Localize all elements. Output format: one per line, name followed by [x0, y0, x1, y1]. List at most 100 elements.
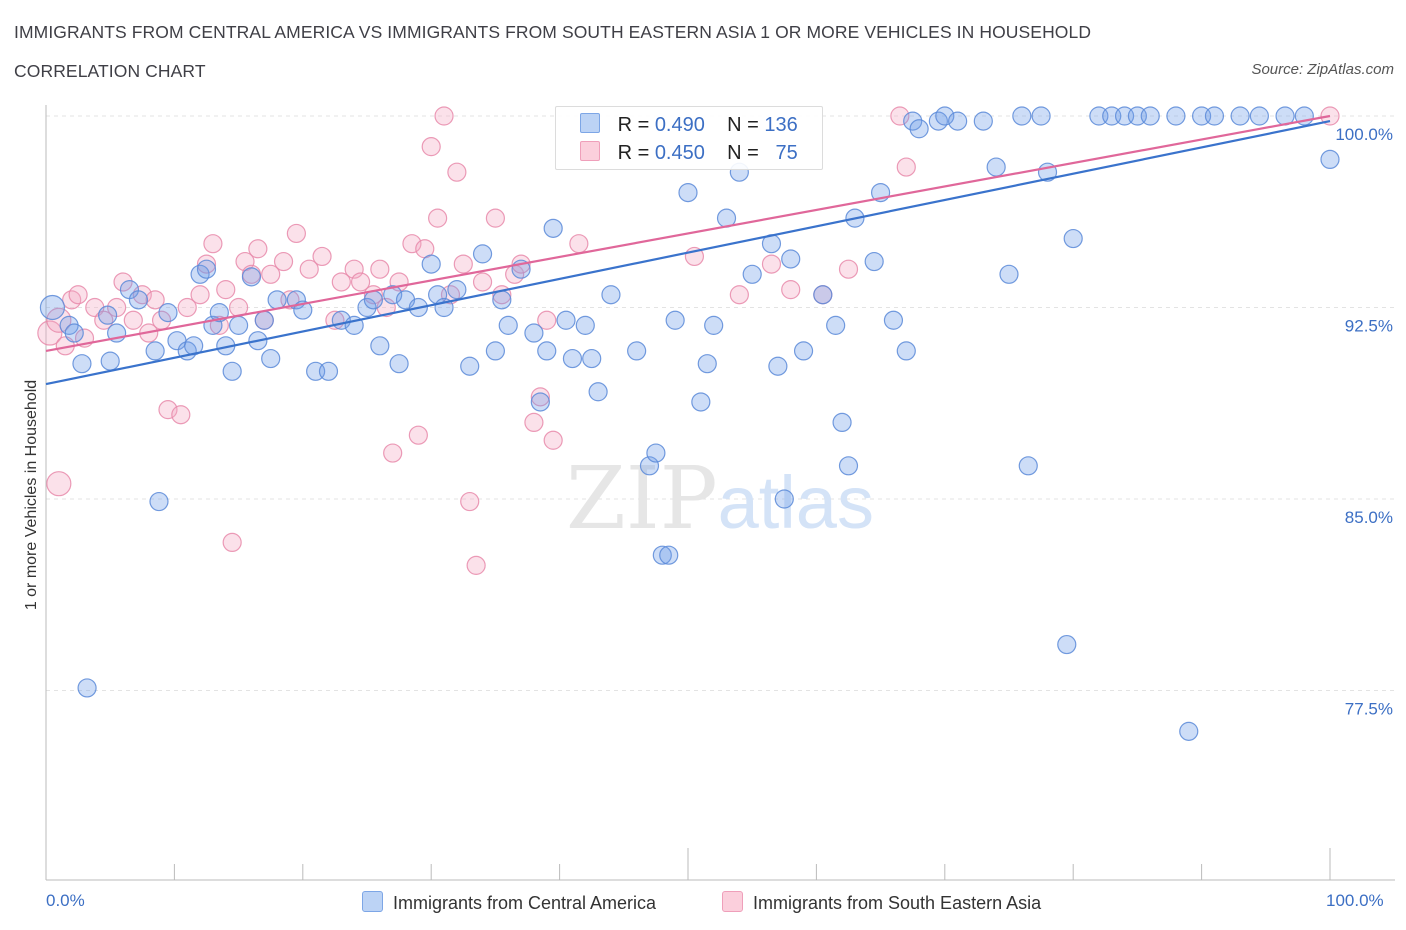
data-point [370, 336, 390, 356]
data-point [627, 341, 647, 361]
n-value: 136 [764, 114, 798, 136]
data-point [1204, 106, 1225, 126]
data-point [261, 348, 281, 369]
data-point [492, 290, 512, 310]
r-value: 0.450 [654, 142, 705, 164]
data-point [46, 307, 72, 333]
trend-line [45, 114, 1331, 352]
data-point [986, 157, 1006, 177]
data-point [774, 489, 794, 509]
data-point [1018, 456, 1038, 476]
data-point [113, 272, 133, 292]
data-point [646, 443, 666, 463]
data-point [948, 111, 968, 131]
data-point [254, 310, 274, 330]
data-point [229, 315, 249, 335]
data-point [556, 310, 576, 330]
data-point [530, 387, 550, 407]
data-point [582, 348, 602, 369]
data-point [973, 111, 993, 131]
y-tick-label: 92.5% [1345, 317, 1393, 336]
data-point [46, 471, 72, 497]
data-point [196, 254, 217, 274]
n-label: N = [727, 114, 759, 136]
data-point [196, 259, 217, 279]
data-point [267, 290, 287, 310]
grid-lines [46, 115, 1395, 691]
y-tick-label: 77.5% [1345, 700, 1393, 719]
data-point [453, 254, 473, 274]
data-point [77, 678, 97, 698]
data-point [524, 412, 544, 432]
data-point [543, 218, 563, 238]
data-point [128, 290, 149, 310]
data-point [813, 285, 833, 305]
data-point [370, 259, 390, 279]
data-point [350, 272, 371, 292]
data-point [312, 246, 332, 267]
data-point [524, 323, 544, 343]
data-point [68, 285, 88, 305]
data-point [883, 310, 904, 330]
chart-title: IMMIGRANTS FROM CENTRAL AMERICA VS IMMIG… [14, 22, 1092, 42]
data-point [472, 244, 493, 264]
data-point [273, 251, 294, 272]
data-point [678, 183, 698, 203]
data-point [1063, 228, 1083, 249]
data-point [1320, 149, 1340, 170]
data-point [838, 456, 859, 476]
data-point [460, 491, 480, 512]
data-point [421, 137, 441, 157]
data-point [498, 315, 518, 335]
data-point [697, 354, 717, 374]
data-point [286, 223, 306, 244]
data-point [562, 348, 583, 369]
data-point [62, 290, 82, 310]
legend-item-central-america[interactable]: Immigrants from Central America [362, 891, 656, 914]
data-point [145, 290, 165, 310]
data-point [999, 264, 1019, 284]
data-point [1012, 106, 1032, 126]
legend-swatch-pink [580, 141, 600, 161]
data-point [896, 341, 916, 361]
data-point [447, 280, 467, 300]
r-label: R = [617, 114, 650, 136]
data-point [402, 234, 422, 254]
stats-legend: R = 0.490 N = 136 R = 0.450 N = 75 [555, 106, 823, 170]
data-point [39, 294, 66, 321]
data-point [466, 555, 486, 575]
data-point [543, 430, 563, 450]
data-point [190, 285, 210, 305]
data-point [588, 382, 608, 402]
watermark: ZIPatlas [566, 449, 874, 549]
data-point [826, 315, 846, 335]
stats-row-south-eastern-asia: R = 0.450 N = 75 [580, 141, 798, 165]
data-point [485, 341, 505, 361]
data-point [928, 111, 948, 131]
data-point [123, 310, 143, 330]
data-point [729, 285, 749, 305]
stats-row-central-america: R = 0.490 N = 136 [580, 113, 798, 137]
data-point [190, 264, 210, 284]
series-central-america [39, 106, 1340, 741]
data-point [537, 310, 557, 330]
trend-line [45, 120, 1331, 386]
data-point [94, 310, 114, 330]
data-point [781, 249, 801, 269]
r-value: 0.490 [654, 114, 705, 136]
legend-label: Immigrants from Central America [393, 893, 657, 913]
data-point [530, 392, 550, 412]
x-tick-label-max: 100.0% [1326, 891, 1384, 910]
legend-item-south-eastern-asia[interactable]: Immigrants from South Eastern Asia [722, 891, 1041, 914]
data-point [216, 280, 236, 300]
data-point [248, 239, 268, 259]
data-point [222, 361, 242, 381]
data-point [704, 315, 724, 335]
legend-swatch-blue [362, 891, 383, 912]
data-point [37, 320, 63, 346]
legend-label: Immigrants from South Eastern Asia [753, 893, 1042, 913]
data-point [434, 106, 454, 126]
y-tick-label: 100.0% [1335, 125, 1393, 144]
r-label: R = [617, 142, 650, 164]
data-point [909, 119, 929, 139]
